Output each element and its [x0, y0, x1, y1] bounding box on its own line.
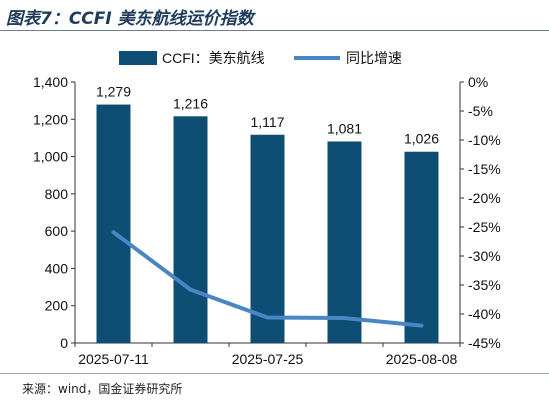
right-tick-label: -5% [468, 103, 493, 119]
right-tick-label: -40% [468, 306, 501, 322]
left-tick-label: 1,200 [33, 111, 68, 127]
left-tick-label: 200 [45, 298, 69, 314]
right-tick-label: -45% [468, 335, 501, 351]
source-divider [0, 373, 549, 374]
bar-data-label: 1,081 [327, 120, 362, 136]
right-tick-label: -20% [468, 190, 501, 206]
bar-data-label: 1,279 [96, 84, 131, 100]
bar-data-label: 1,216 [173, 95, 208, 111]
bar-data-label: 1,117 [251, 114, 285, 130]
bar-data-label: 1,026 [404, 131, 439, 147]
x-tick-label: 2025-08-08 [386, 351, 458, 367]
axes: 0 200 400 600 800 1,000 1,200 1,400 0% -5% -10% -15… [33, 74, 501, 367]
legend-line-label: 同比增速 [346, 50, 402, 66]
bar [96, 104, 131, 343]
left-tick-label: 1,000 [33, 149, 68, 165]
bar-series [96, 104, 439, 343]
chart-title: 图表7：CCFI 美东航线运价指数 [6, 9, 254, 29]
left-tick-label: 400 [45, 260, 69, 276]
legend: CCFI：美东航线 同比增速 [119, 50, 402, 66]
right-tick-label: -15% [468, 161, 501, 177]
right-tick-label: -35% [468, 277, 501, 293]
bar [173, 116, 208, 343]
left-tick-label: 800 [45, 186, 69, 202]
right-tick-label: -25% [468, 219, 501, 235]
right-tick-label: -30% [468, 248, 501, 264]
legend-bar-swatch [119, 51, 157, 65]
right-tick-label: -10% [468, 132, 501, 148]
left-tick-label: 600 [45, 223, 69, 239]
left-tick-label: 0 [60, 335, 68, 351]
title-divider [0, 30, 549, 31]
legend-bar-label: CCFI：美东航线 [162, 50, 265, 66]
left-tick-label: 1,400 [33, 74, 68, 90]
bar [404, 151, 439, 343]
right-tick-label: 0% [468, 74, 488, 90]
bar-data-labels: 1,279 1,216 1,117 1,081 1,026 [96, 84, 439, 147]
line-series [111, 230, 424, 328]
bar [327, 141, 362, 343]
bar [250, 134, 285, 343]
x-tick-label: 2025-07-25 [232, 351, 304, 367]
source-note: 来源：wind，国金证券研究所 [22, 382, 183, 396]
growth-line [111, 230, 424, 328]
chart: CCFI：美东航线 同比增速 0 200 400 600 800 1,000 1,200 1,4… [33, 50, 501, 367]
x-tick-label: 2025-07-11 [78, 351, 149, 367]
